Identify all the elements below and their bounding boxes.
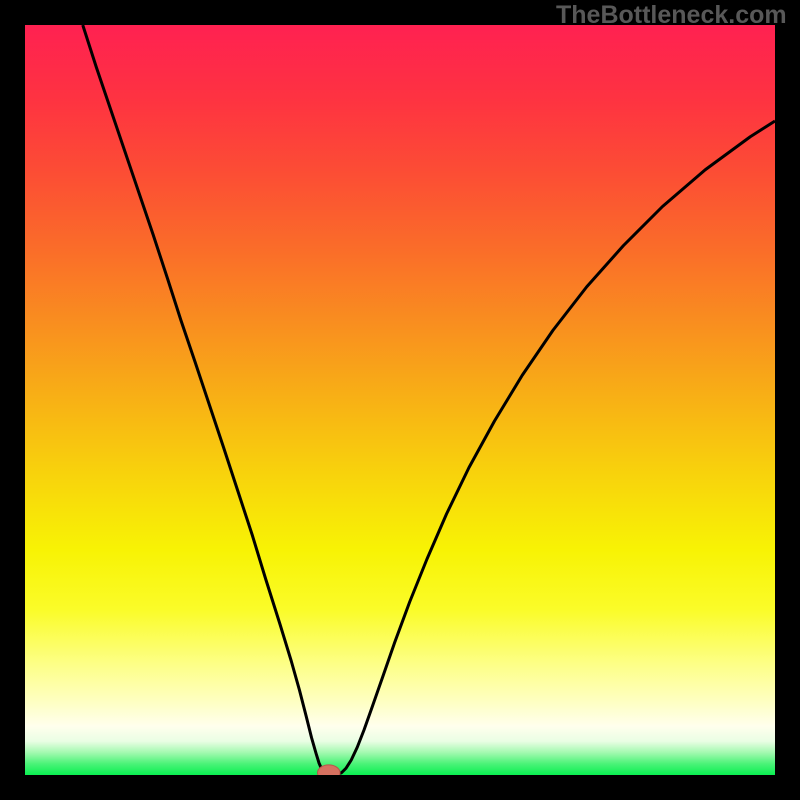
plot-area (25, 25, 775, 775)
bottleneck-curve-svg (25, 25, 775, 775)
watermark-text: TheBottleneck.com (556, 1, 787, 30)
bottleneck-curve (83, 25, 775, 774)
